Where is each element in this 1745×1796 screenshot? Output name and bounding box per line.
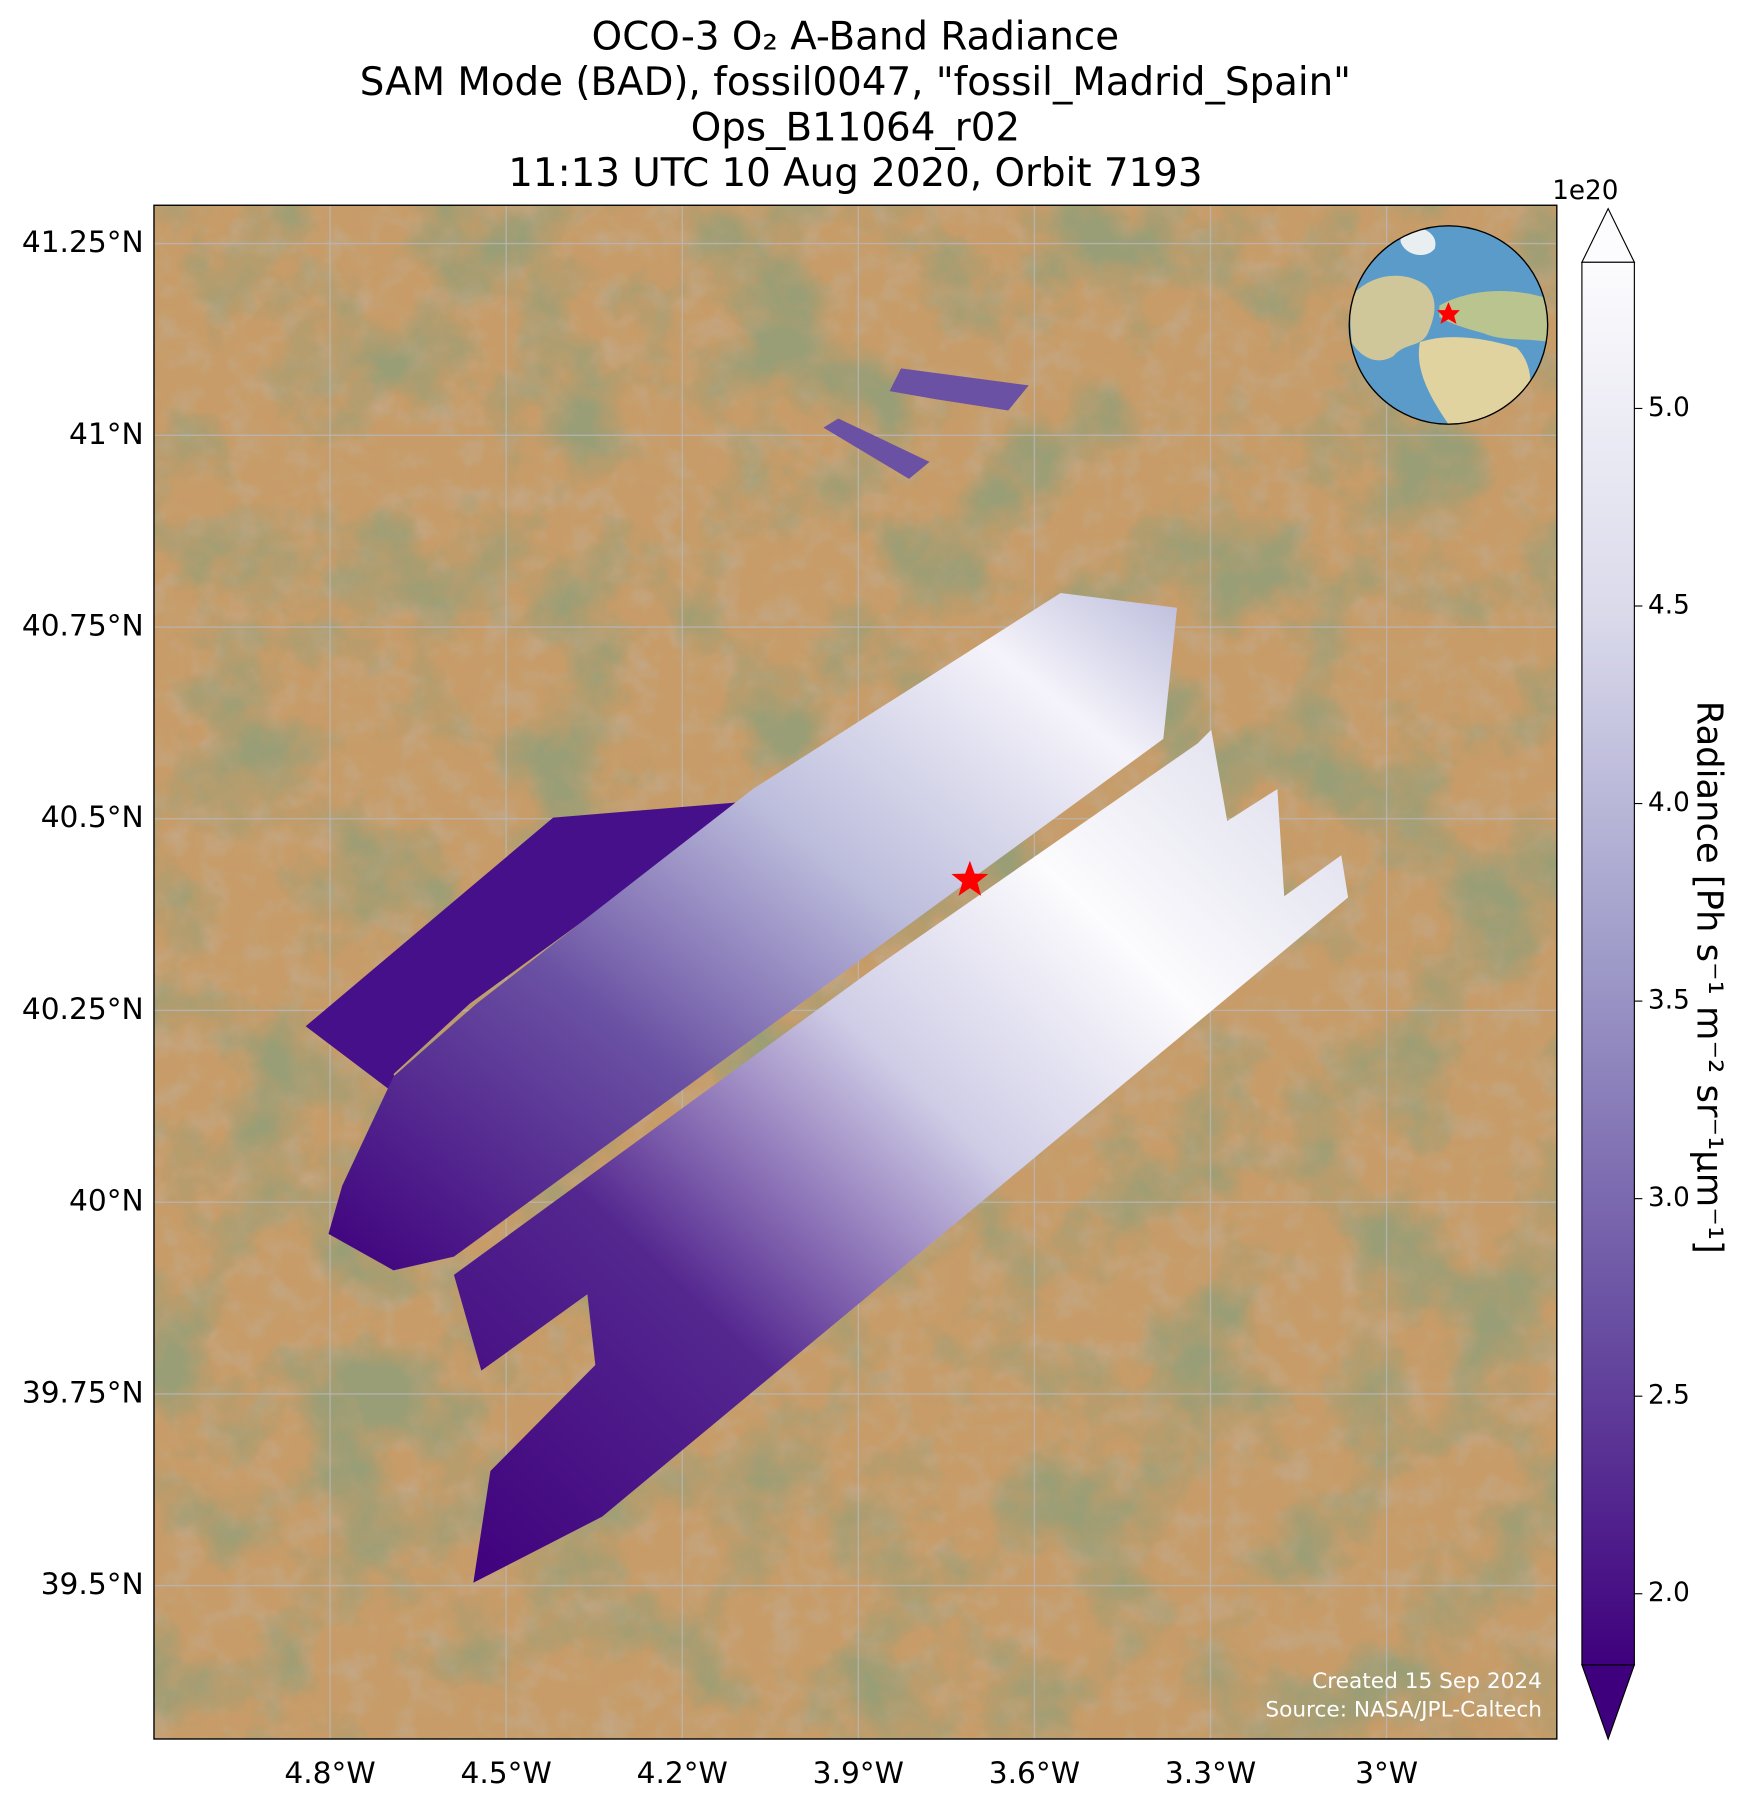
swath xyxy=(889,368,1029,411)
map-area: Created 15 Sep 2024 Source: NASA/JPL-Calt… xyxy=(153,205,1557,1739)
y-tick-label: 41.25°N xyxy=(22,224,144,259)
land xyxy=(1439,291,1548,343)
globe-target xyxy=(1437,302,1460,324)
x-tick-label: 3.3°W xyxy=(1165,1755,1256,1790)
colorbar-extend-bottom xyxy=(1581,1664,1636,1741)
colorbar-tick-label: 2.5 xyxy=(1648,1381,1690,1411)
x-tick-label: 4.5°W xyxy=(461,1755,552,1790)
globe-land xyxy=(1349,226,1548,425)
colorbar-tick-label: 3.0 xyxy=(1648,1183,1690,1213)
y-tick-label: 39.75°N xyxy=(22,1374,144,1409)
land xyxy=(1349,275,1435,361)
swath xyxy=(453,729,1349,1583)
colorbar-label: Radiance [Ph s⁻¹ m⁻² sr⁻¹μm⁻¹] xyxy=(1688,701,1729,1254)
colorbar-tick-label: 3.5 xyxy=(1648,986,1690,1016)
land xyxy=(1418,337,1531,425)
x-tick-label: 3°W xyxy=(1355,1755,1418,1790)
colorbar: 2.0 2.5 3.0 3.5 4.0 4.5 5.0 1e20 Radiance [Ph s⁻… xyxy=(1552,176,1729,1741)
x-tick-label: 3.6°W xyxy=(989,1755,1080,1790)
y-tick-label: 40°N xyxy=(69,1183,144,1218)
swath xyxy=(305,801,748,1104)
credit-line: Created 15 Sep 2024 xyxy=(1312,1669,1542,1694)
colorbar-body xyxy=(1581,261,1635,1666)
x-tick-label: 3.9°W xyxy=(813,1755,904,1790)
title-line: Ops_B11064_r02 xyxy=(691,105,1020,150)
credit-line: Source: NASA/JPL-Caltech xyxy=(1265,1697,1542,1722)
inset-globe xyxy=(1348,225,1549,425)
title-line: SAM Mode (BAD), fossil0047, "fossil_Madr… xyxy=(360,60,1351,105)
colorbar-tick-label: 4.0 xyxy=(1648,788,1690,818)
credits: Created 15 Sep 2024 Source: NASA/JPL-Calt… xyxy=(1265,1669,1542,1723)
title-line: 11:13 UTC 10 Aug 2020, Orbit 7193 xyxy=(508,151,1202,196)
colorbar-tick-label: 5.0 xyxy=(1648,393,1690,423)
map-frame xyxy=(153,204,1558,1740)
y-tick-label: 40.5°N xyxy=(41,799,144,834)
colorbar-exponent: 1e20 xyxy=(1552,176,1618,206)
colorbar-extend-top xyxy=(1580,207,1636,263)
y-tick-label: 41°N xyxy=(69,416,144,451)
y-tick-label: 40.75°N xyxy=(22,608,144,643)
y-tick-label: 40.25°N xyxy=(22,991,144,1026)
target-star xyxy=(951,860,989,896)
y-tick-label: 39.5°N xyxy=(41,1566,144,1601)
swath xyxy=(823,418,930,479)
colorbar-tick-label: 2.0 xyxy=(1648,1578,1690,1608)
x-tick-label: 4.8°W xyxy=(284,1755,375,1790)
x-tick-label: 4.2°W xyxy=(637,1755,728,1790)
globe-outline xyxy=(1348,225,1549,425)
title-line: OCO-3 O₂ A-Band Radiance xyxy=(592,14,1119,59)
swath xyxy=(328,592,1178,1271)
axes: 4.8°W 4.5°W 4.2°W 3.9°W 3.6°W 3.3°W 3°W 39.5°N 3… xyxy=(22,224,1418,1790)
colorbar-tick-label: 4.5 xyxy=(1648,591,1690,621)
target-layer xyxy=(951,860,989,896)
